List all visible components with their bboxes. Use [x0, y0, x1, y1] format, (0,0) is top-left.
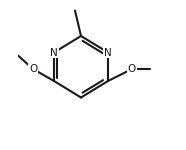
- Text: O: O: [128, 64, 136, 74]
- Text: N: N: [50, 48, 58, 57]
- Text: N: N: [104, 48, 112, 57]
- Text: O: O: [29, 64, 37, 74]
